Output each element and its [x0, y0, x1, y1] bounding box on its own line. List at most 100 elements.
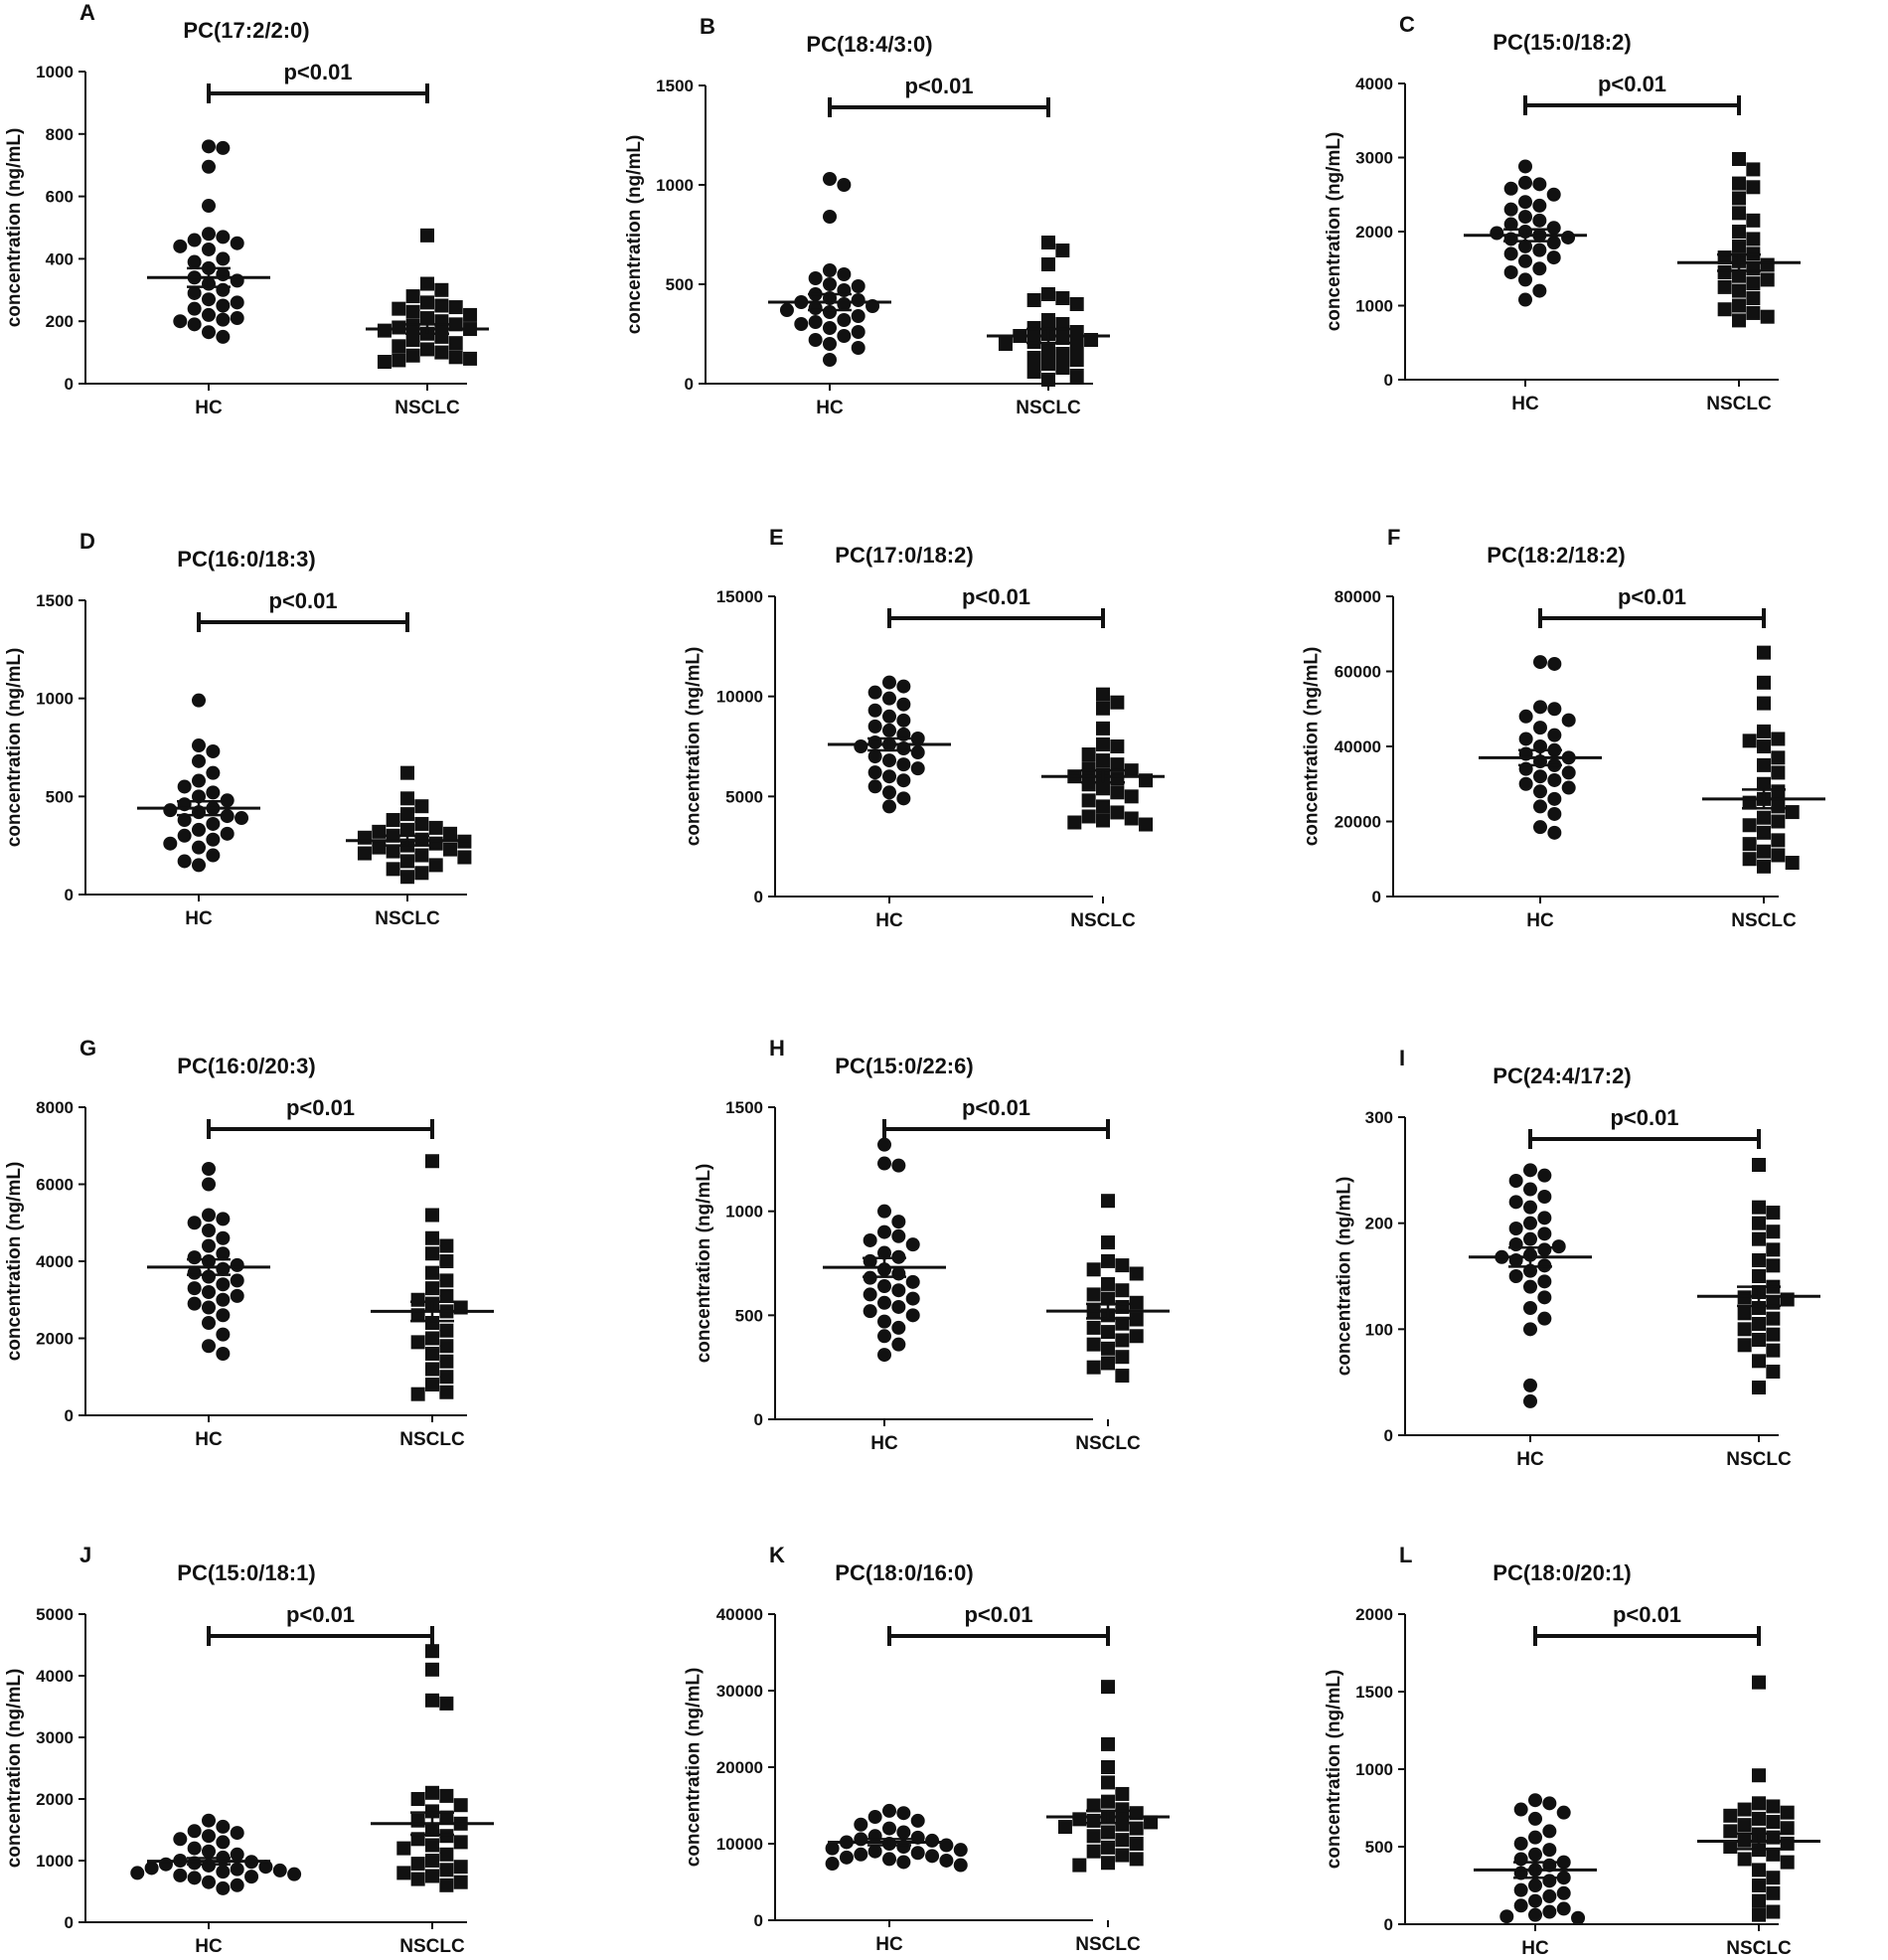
data-point-hc	[1528, 1907, 1542, 1922]
chart-title: PC(18:0/20:1)	[1493, 1560, 1631, 1585]
data-point-hc	[891, 1337, 906, 1352]
data-point-nsclc	[1069, 339, 1084, 353]
data-point-nsclc	[439, 1323, 454, 1338]
data-point-hc	[823, 321, 837, 335]
data-point-nsclc	[1096, 799, 1110, 814]
data-point-nsclc	[1101, 1775, 1115, 1790]
data-point-hc	[1533, 784, 1547, 799]
data-point-hc	[216, 1865, 231, 1879]
data-point-nsclc	[400, 822, 414, 837]
data-point-hc	[837, 313, 852, 327]
data-point-nsclc	[1129, 1295, 1144, 1310]
data-point-nsclc	[372, 824, 387, 839]
y-tick-label: 3000	[1355, 149, 1393, 168]
y-tick-label: 1500	[36, 591, 74, 610]
data-point-nsclc	[1752, 1158, 1766, 1172]
data-point-nsclc	[1101, 1253, 1115, 1268]
y-tick-label: 1000	[36, 1852, 74, 1871]
data-point-nsclc	[425, 1838, 439, 1853]
data-point-hc	[1547, 791, 1562, 806]
data-point-nsclc	[1101, 1341, 1115, 1356]
x-tick-label: HC	[870, 1433, 898, 1454]
data-point-hc	[1537, 1168, 1552, 1183]
data-point-nsclc	[425, 1331, 439, 1346]
data-point-nsclc	[434, 314, 449, 329]
data-point-hc	[867, 779, 882, 794]
data-point-hc	[1537, 1290, 1552, 1305]
data-point-nsclc	[1086, 1287, 1101, 1302]
data-point-hc	[216, 1308, 231, 1323]
data-point-nsclc	[439, 1385, 454, 1399]
data-point-hc	[1518, 159, 1532, 174]
data-point-hc	[206, 848, 221, 863]
data-point-hc	[877, 1245, 891, 1260]
data-point-hc	[1523, 1301, 1537, 1315]
data-point-hc	[1503, 264, 1518, 279]
x-tick-label: NSCLC	[1706, 394, 1772, 414]
significance-bracket	[882, 1119, 1110, 1139]
data-point-hc	[851, 279, 865, 293]
panel-k: K PC(18:0/16:0) 0 10000 20000 30000 40000 conce…	[684, 1543, 1170, 1955]
data-point-nsclc	[1069, 297, 1084, 311]
data-point-nsclc	[1742, 818, 1757, 833]
panel-g: G PC(16:0/20:3) 0 2000 4000 6000 8000 concentra…	[4, 1036, 494, 1450]
data-point-nsclc	[1752, 1253, 1766, 1267]
data-point-hc	[192, 789, 206, 804]
data-point-hc	[910, 761, 925, 776]
data-point-hc	[1518, 292, 1532, 307]
data-point-nsclc	[425, 1854, 439, 1868]
data-point-nsclc	[443, 826, 458, 841]
data-point-nsclc	[1742, 837, 1757, 852]
significance-bracket	[828, 97, 1050, 117]
data-point-hc	[216, 1230, 231, 1245]
x-tick-label: HC	[195, 1429, 223, 1450]
data-point-nsclc	[1096, 753, 1110, 768]
data-point-hc	[216, 329, 231, 344]
data-point-hc	[837, 267, 852, 281]
data-point-nsclc	[377, 355, 392, 370]
data-point-hc	[206, 785, 221, 800]
data-point-hc	[854, 1832, 868, 1847]
data-point-nsclc	[1041, 373, 1055, 387]
y-tick-label: 0	[65, 375, 74, 394]
data-point-nsclc	[453, 1860, 468, 1875]
data-point-hc	[202, 1285, 216, 1299]
data-point-nsclc	[1766, 1885, 1781, 1900]
data-point-hc	[187, 1296, 202, 1311]
data-point-hc	[1518, 195, 1532, 210]
data-point-hc	[216, 1277, 231, 1292]
data-point-hc	[823, 305, 837, 319]
panel-d: D PC(16:0/18:3) 0 500 1000 1500 concentration …	[4, 529, 472, 929]
data-point-hc	[925, 1849, 940, 1864]
data-point-nsclc	[1760, 309, 1775, 324]
data-point-hc	[882, 1852, 896, 1867]
data-point-nsclc	[1115, 1316, 1130, 1331]
data-point-hc	[882, 769, 896, 784]
x-tick-label: NSCLC	[1731, 910, 1797, 931]
data-point-nsclc	[1086, 1829, 1101, 1844]
p-value-label: p<0.01	[962, 1095, 1030, 1120]
data-point-hc	[877, 1156, 891, 1171]
data-point-hc	[258, 1860, 273, 1875]
data-point-hc	[1547, 656, 1562, 671]
panel-letter: H	[769, 1036, 785, 1061]
data-point-hc	[1523, 1163, 1537, 1178]
data-point-nsclc	[392, 353, 406, 368]
data-point-nsclc	[400, 791, 414, 806]
y-tick-label: 5000	[725, 787, 763, 806]
data-point-hc	[202, 325, 216, 340]
y-tick-label: 3000	[36, 1728, 74, 1747]
data-point-hc	[877, 1225, 891, 1239]
data-point-hc	[202, 227, 216, 242]
data-point-nsclc	[425, 1316, 439, 1330]
data-point-nsclc	[420, 295, 434, 310]
data-point-hc	[1528, 1830, 1542, 1845]
data-point-nsclc	[1096, 781, 1110, 796]
data-point-hc	[206, 743, 221, 758]
data-point-nsclc	[1101, 1840, 1115, 1855]
data-point-nsclc	[439, 1696, 454, 1711]
x-tick-label: NSCLC	[1070, 910, 1136, 931]
data-point-hc	[216, 1880, 231, 1895]
data-point-hc	[823, 263, 837, 277]
